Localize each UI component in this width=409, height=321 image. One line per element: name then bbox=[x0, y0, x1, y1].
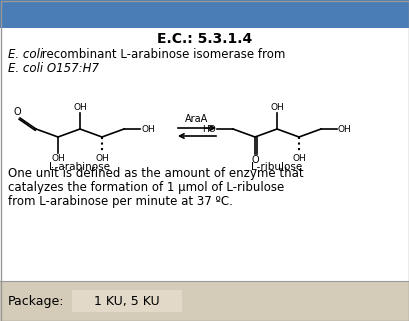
Text: from L-arabinose per minute at 37 ºC.: from L-arabinose per minute at 37 ºC. bbox=[8, 195, 233, 207]
Text: L-ribulose: L-ribulose bbox=[252, 162, 303, 172]
Text: L-arabinose: L-arabinose bbox=[49, 162, 110, 172]
Text: OH: OH bbox=[51, 154, 65, 163]
Text: HO: HO bbox=[202, 125, 216, 134]
Text: OH: OH bbox=[141, 125, 155, 134]
Text: O: O bbox=[251, 155, 259, 165]
Text: AraA: AraA bbox=[185, 114, 209, 124]
Text: Package:: Package: bbox=[8, 294, 65, 308]
Text: catalyzes the formation of 1 μmol of L-ribulose: catalyzes the formation of 1 μmol of L-r… bbox=[8, 180, 284, 194]
Text: EN01043  L-arabinose isomerase; AraA: EN01043 L-arabinose isomerase; AraA bbox=[7, 7, 299, 21]
Bar bbox=[0, 281, 409, 321]
Text: OH: OH bbox=[292, 154, 306, 163]
Bar bbox=[0, 0, 409, 28]
Text: E. coli: E. coli bbox=[8, 48, 43, 62]
Text: O: O bbox=[13, 107, 21, 117]
Text: E. coli O157:H7: E. coli O157:H7 bbox=[8, 62, 99, 74]
Text: One unit is defined as the amount of enzyme that: One unit is defined as the amount of enz… bbox=[8, 167, 303, 179]
Text: OH: OH bbox=[270, 103, 284, 112]
Text: OH: OH bbox=[338, 125, 352, 134]
Text: OH: OH bbox=[95, 154, 109, 163]
Text: E.C.: 5.3.1.4: E.C.: 5.3.1.4 bbox=[157, 32, 252, 46]
Text: recombinant L-arabinose isomerase from: recombinant L-arabinose isomerase from bbox=[38, 48, 285, 62]
Text: 1 KU, 5 KU: 1 KU, 5 KU bbox=[94, 294, 160, 308]
Bar bbox=[72, 290, 182, 312]
Text: OH: OH bbox=[73, 103, 87, 112]
